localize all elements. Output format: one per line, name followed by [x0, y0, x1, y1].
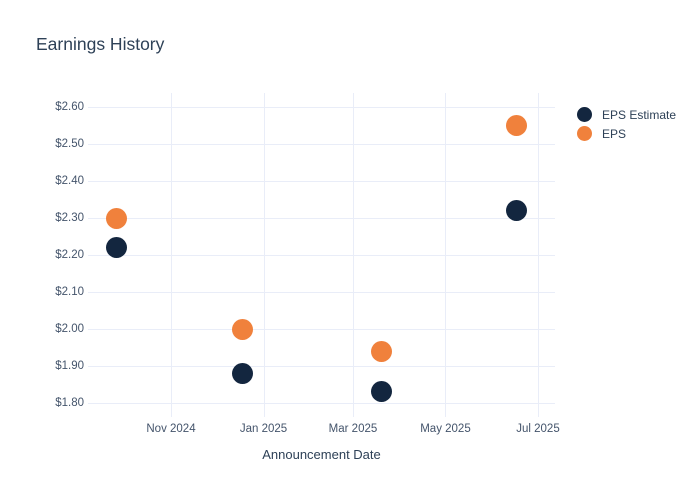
y-tick-label: $2.00 [55, 323, 84, 335]
y-gridline [88, 181, 555, 182]
x-gridline [445, 93, 447, 417]
y-gridline [88, 107, 555, 108]
y-gridline [88, 255, 555, 256]
y-tick-label: $2.10 [55, 286, 84, 298]
x-gridline [263, 93, 265, 417]
x-gridline [171, 93, 172, 417]
point-eps[interactable] [105, 207, 127, 229]
point-eps[interactable] [231, 318, 253, 340]
legend: EPS Estimate EPS [576, 105, 676, 143]
y-tick-label: $2.50 [55, 138, 84, 150]
y-gridline [88, 366, 555, 367]
plot-area [88, 93, 555, 417]
x-gridline [538, 93, 539, 417]
y-tick-label: $1.90 [55, 360, 84, 372]
point-eps-estimate[interactable] [231, 362, 253, 384]
point-eps-estimate[interactable] [371, 381, 393, 403]
x-tick-label: Jul 2025 [516, 423, 560, 435]
x-tick-label: Mar 2025 [328, 423, 378, 435]
y-tick-label: $2.20 [55, 249, 84, 261]
y-tick-label: $2.60 [55, 101, 84, 113]
y-gridline [88, 329, 555, 330]
x-tick-label: May 2025 [420, 423, 471, 435]
chart-title: Earnings History [36, 34, 165, 54]
y-gridline [88, 292, 555, 293]
y-gridline [88, 218, 555, 219]
x-tick-label: Nov 2024 [146, 423, 196, 435]
legend-item-eps[interactable]: EPS [576, 124, 676, 143]
point-eps-estimate[interactable] [105, 237, 127, 259]
y-gridline [88, 403, 555, 404]
legend-label-eps: EPS [602, 126, 627, 141]
x-tick-label: Jan 2025 [239, 423, 288, 435]
legend-label-eps-estimate: EPS Estimate [602, 107, 677, 122]
y-tick-label: $2.40 [55, 175, 84, 187]
x-gridline [352, 93, 354, 417]
eps-marker-icon [577, 126, 592, 141]
eps-estimate-marker-icon [577, 107, 592, 122]
y-tick-label: $1.80 [55, 397, 84, 409]
point-eps[interactable] [371, 340, 393, 362]
point-eps-estimate[interactable] [506, 200, 528, 222]
y-gridline [88, 144, 555, 145]
legend-item-eps-estimate[interactable]: EPS Estimate [576, 105, 676, 124]
x-axis-title: Announcement Date [262, 447, 381, 462]
point-eps[interactable] [506, 115, 528, 136]
y-tick-label: $2.30 [55, 212, 84, 224]
